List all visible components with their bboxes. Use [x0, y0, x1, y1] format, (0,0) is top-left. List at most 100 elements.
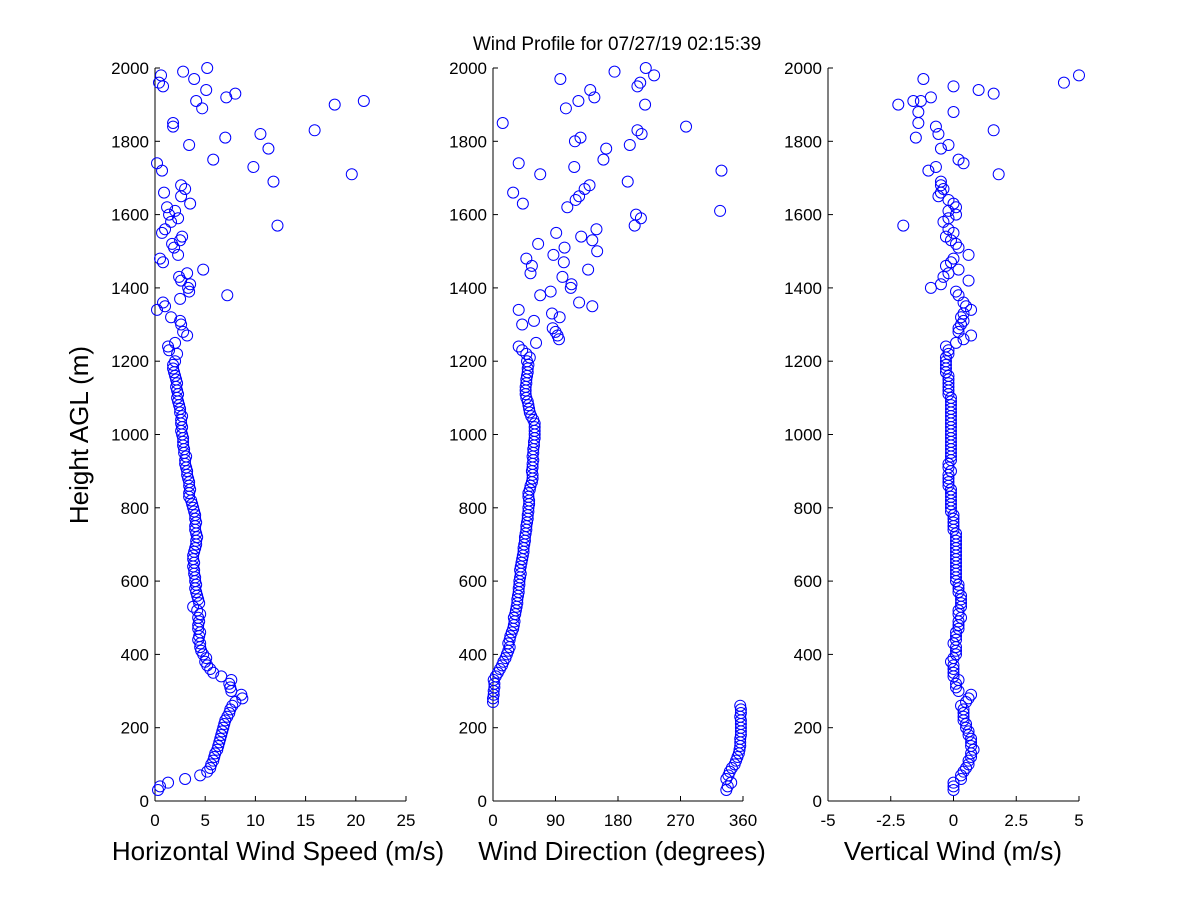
direction-data-point: [584, 83, 597, 96]
direction-data-point: [523, 402, 536, 415]
panel-wind-direction: 0 200 400 600 800 1000 1200 1400 1600 1800 2000 0 90…: [449, 59, 766, 866]
height-agl-ylabel: Height AGL (m): [64, 346, 94, 524]
vertical-data-point: [952, 325, 965, 338]
speed-y-tick-label: 400: [121, 645, 149, 664]
direction-data-point: [557, 256, 570, 269]
speed-data-point: [201, 765, 214, 778]
vertical-data-point: [952, 586, 965, 599]
speed-data-point: [154, 252, 167, 265]
vertical-data-point: [947, 105, 960, 118]
direction-data-point: [586, 300, 599, 313]
direction-data-point: [520, 252, 533, 265]
vertical-data-point: [897, 219, 910, 232]
speed-y-tick-label: 1400: [111, 279, 149, 298]
direction-data-point: [516, 197, 529, 210]
speed-y-tick-label: 600: [121, 572, 149, 591]
vertical-data-point: [965, 688, 978, 701]
speed-data-point: [175, 179, 188, 192]
vertical-data-point: [962, 754, 975, 767]
vertical-data-point: [960, 300, 973, 313]
vertical-data-point: [965, 732, 978, 745]
speed-y-tick-label: 1800: [111, 132, 149, 151]
vertical-data-point: [912, 105, 925, 118]
vertical-data-point: [950, 630, 963, 643]
speed-data-point: [173, 270, 186, 283]
vertical-data-point: [952, 578, 965, 591]
speed-data-point: [172, 248, 185, 261]
direction-data-point: [634, 76, 647, 89]
direction-data-point: [512, 340, 525, 353]
vertical-data-point: [937, 182, 950, 195]
direction-data-point: [523, 483, 536, 496]
speed-x-tick-label: 5: [200, 811, 209, 830]
vertical-data-point: [987, 87, 1000, 100]
direction-data-point: [549, 325, 562, 338]
vertical-data-point: [950, 336, 963, 349]
speed-data-point: [158, 186, 171, 199]
vertical-data-point: [947, 252, 960, 265]
vertical-x-tick-label: 5: [1074, 811, 1083, 830]
vertical-data-point: [962, 274, 975, 287]
speed-data-point: [179, 182, 192, 195]
vertical-data-point: [944, 487, 957, 500]
speed-data-point: [215, 670, 228, 683]
direction-data-point: [532, 237, 545, 250]
vertical-data-point: [987, 124, 1000, 137]
speed-y-tick-label: 800: [121, 499, 149, 518]
direction-data-point: [582, 263, 595, 276]
vertical-data-point: [962, 729, 975, 742]
direction-data-point: [488, 677, 501, 690]
direction-data-point: [591, 245, 604, 258]
vertical-data-point: [960, 762, 973, 775]
speed-data-point: [219, 131, 232, 144]
direction-data-point: [530, 336, 543, 349]
vertical-wind-xlabel: Vertical Wind (m/s): [844, 836, 1062, 866]
panel-vertical-wind: 0 200 400 600 800 1000 1200 1400 1600 1800 2000 -5 -…: [784, 59, 1085, 866]
vertical-y-tick-label: 1400: [784, 279, 822, 298]
vertical-data-point: [967, 743, 980, 756]
vertical-data-point: [939, 355, 952, 368]
speed-data-point: [169, 336, 182, 349]
vertical-data-point: [947, 666, 960, 679]
direction-data-point: [648, 69, 661, 82]
speed-data-point: [165, 311, 178, 324]
direction-y-tick-label: 1400: [449, 279, 487, 298]
vertical-data-point: [942, 369, 955, 382]
speed-data-point: [167, 362, 180, 375]
vertical-data-point: [947, 512, 960, 525]
direction-y-tick-label: 1000: [449, 426, 487, 445]
vertical-data-point: [957, 703, 970, 716]
speed-data-point: [308, 124, 321, 137]
vertical-data-point: [934, 278, 947, 291]
vertical-data-point: [965, 740, 978, 753]
direction-data-point: [521, 355, 534, 368]
vertical-data-point: [947, 780, 960, 793]
direction-y-tick-label: 200: [459, 719, 487, 738]
speed-data-point: [181, 329, 194, 342]
vertical-data-point: [1057, 76, 1070, 89]
speed-data-point: [165, 215, 178, 228]
vertical-data-point: [952, 263, 965, 276]
speed-data-point: [176, 230, 189, 243]
vertical-data-point: [917, 72, 930, 85]
vertical-data-point: [942, 373, 955, 386]
vertical-data-point: [929, 120, 942, 133]
speed-x-tick-label: 20: [346, 811, 365, 830]
direction-data-point: [734, 699, 747, 712]
vertical-data-point: [939, 358, 952, 371]
speed-y-tick-label: 200: [121, 719, 149, 738]
vertical-data-point: [955, 773, 968, 786]
direction-data-point: [556, 270, 569, 283]
direction-data-point: [569, 193, 582, 206]
horizontal-wind-speed-plot-area: 0 200 400 600 800 1000 1200 1400 1600 1800 2000 0 5 1…: [111, 59, 415, 830]
speed-data-point: [194, 769, 207, 782]
speed-data-point: [169, 204, 182, 217]
direction-data-point: [516, 318, 529, 331]
wind-direction-plot-area: 0 200 400 600 800 1000 1200 1400 1600 1800 2000 0 90…: [449, 59, 757, 830]
direction-data-point: [621, 175, 634, 188]
vertical-data-point: [957, 710, 970, 723]
panel-horizontal-wind-speed: 0 200 400 600 800 1000 1200 1400 1600 1800 2000 0 5 1…: [64, 59, 444, 866]
speed-data-point: [154, 780, 167, 793]
vertical-data-point: [892, 98, 905, 111]
speed-data-point: [177, 65, 190, 78]
